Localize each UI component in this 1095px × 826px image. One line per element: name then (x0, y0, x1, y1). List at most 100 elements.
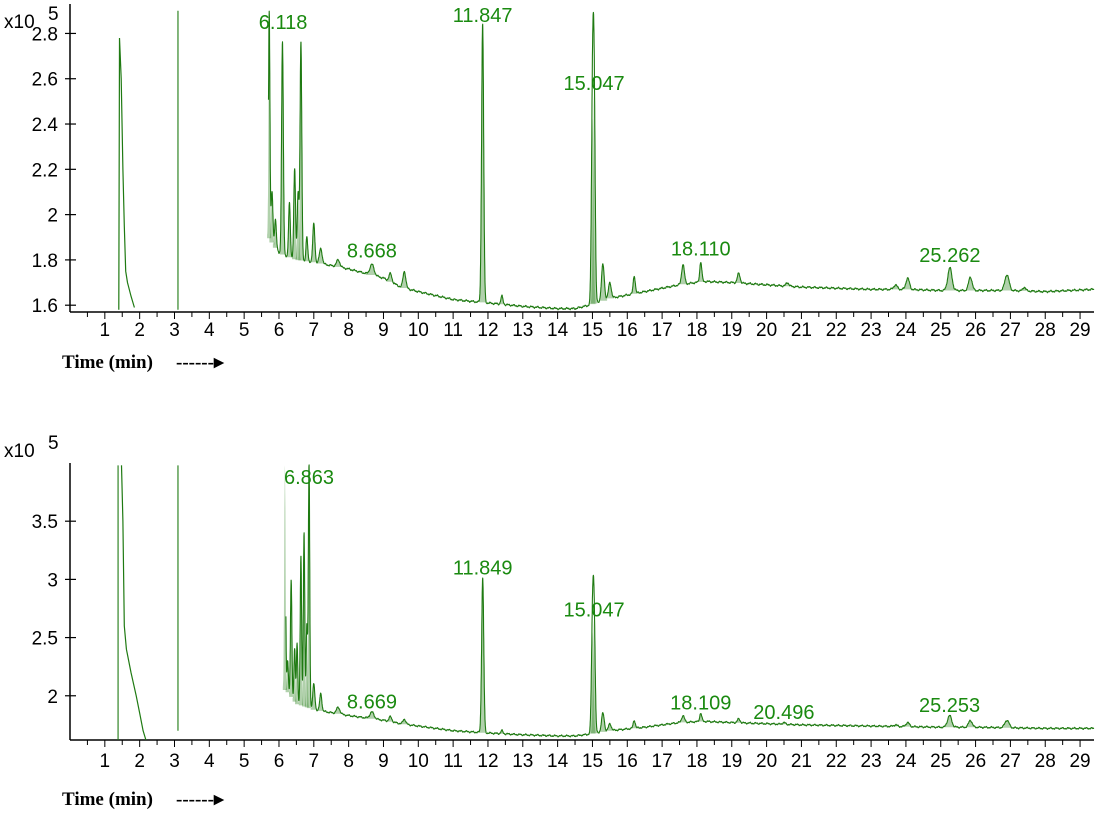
peak (306, 465, 312, 709)
peak (965, 276, 976, 291)
peak-label: 15.047 (564, 73, 625, 95)
x-tick-label: 7 (309, 751, 320, 772)
x-tick-label: 19 (721, 751, 742, 772)
x-tick-label: 3 (169, 320, 180, 341)
tic-trace (285, 464, 1095, 738)
peak-label: 20.496 (753, 702, 814, 724)
peak (292, 169, 298, 260)
y-tick-label: 1.8 (32, 251, 58, 272)
x-tick-label: 8 (343, 320, 354, 341)
peak (1000, 274, 1014, 291)
peak (272, 219, 279, 252)
x-tick-label: 29 (1069, 751, 1090, 772)
x-tick-label: 6 (274, 751, 285, 772)
x-tick-label: 14 (547, 751, 569, 772)
peak (498, 296, 505, 305)
y-tick-label: 2.5 (32, 629, 58, 650)
peak (317, 693, 324, 712)
x-tick-label: 5 (239, 320, 250, 341)
x-tick-label: 10 (408, 320, 429, 341)
peak (365, 712, 379, 720)
solvent-trace (118, 37, 135, 310)
x-tick-label: 9 (378, 751, 389, 772)
peak (298, 556, 303, 706)
peak (943, 715, 956, 728)
x-tick-label: 24 (895, 320, 917, 341)
peak (943, 267, 957, 291)
peak-label: 15.047 (564, 600, 625, 622)
peak (631, 275, 638, 295)
peak-label: 25.262 (919, 245, 980, 267)
y-tick-label: 2 (47, 206, 58, 227)
peak (289, 579, 294, 699)
x-tick-label: 25 (930, 320, 951, 341)
x-tick-label: 15 (582, 320, 603, 341)
peak (400, 719, 409, 725)
peak (269, 192, 275, 246)
peak (678, 264, 688, 285)
x-tick-label: 9 (378, 320, 389, 341)
x-tick-label: 28 (1035, 320, 1056, 341)
peak (697, 262, 704, 283)
peak-label: 11.847 (453, 5, 513, 27)
peak (783, 282, 792, 287)
peak-label: 18.110 (671, 238, 731, 260)
x-tick-label: 12 (477, 320, 498, 341)
peak (734, 273, 743, 284)
peak (697, 713, 704, 722)
peak (734, 719, 743, 723)
peak (589, 117, 596, 305)
peak (279, 42, 286, 255)
peak (479, 24, 486, 303)
peak (598, 264, 608, 302)
peak (890, 284, 901, 290)
x-tick-label: 23 (861, 751, 882, 772)
x-tick-label: 11 (443, 751, 463, 772)
x-tick-label: 14 (547, 320, 569, 341)
x-tick-label: 6 (274, 320, 285, 341)
peak (267, 10, 272, 239)
peak (285, 660, 290, 695)
peak (678, 715, 688, 723)
peak (304, 625, 309, 708)
x-tick-label: 19 (721, 320, 742, 341)
y-tick-label: 2.4 (32, 115, 59, 136)
peak (316, 248, 325, 264)
x-tick-label: 18 (686, 320, 707, 341)
tic-trace (267, 10, 1095, 311)
peak (598, 713, 608, 733)
y-tick-label: 2.8 (32, 24, 58, 45)
x-tick-label: 2 (134, 320, 145, 341)
peak-label: 6.118 (259, 12, 308, 34)
peak (902, 722, 913, 727)
peak (631, 720, 638, 729)
chromatogram-bottom: 22.533.51 2 3 4 5 6 7 8 9 10 11 12 13 14 15 16 17 18 19 20 2… (4, 433, 1095, 810)
x-tick-label: 20 (756, 751, 777, 772)
peak (386, 273, 395, 284)
peak (333, 259, 344, 268)
x-tick-label: 1 (100, 751, 111, 772)
x-tick-label: 15 (582, 751, 603, 772)
peak (295, 643, 300, 705)
x-tick-label: 7 (309, 320, 320, 341)
peak (605, 282, 614, 300)
x-tick-label: 2 (134, 751, 145, 772)
x-tick-label: 20 (756, 320, 777, 341)
x-tick-label: 16 (617, 320, 638, 341)
peak-label: 8.669 (347, 692, 397, 714)
peak-label: 6.863 (284, 467, 334, 489)
peak (779, 722, 789, 725)
x-axis-title: Time (min) (62, 789, 153, 810)
x-tick-label: 3 (169, 751, 180, 772)
peak (605, 723, 614, 732)
x-tick-label: 17 (652, 320, 673, 341)
peak (902, 278, 913, 290)
x-tick-label: 10 (408, 751, 429, 772)
x-tick-label: 12 (477, 751, 498, 772)
y-scale-label: x10 (4, 12, 35, 33)
peak-label: 25.253 (919, 695, 980, 717)
peak (365, 264, 379, 277)
x-tick-label: 18 (686, 751, 707, 772)
peak (591, 94, 598, 304)
